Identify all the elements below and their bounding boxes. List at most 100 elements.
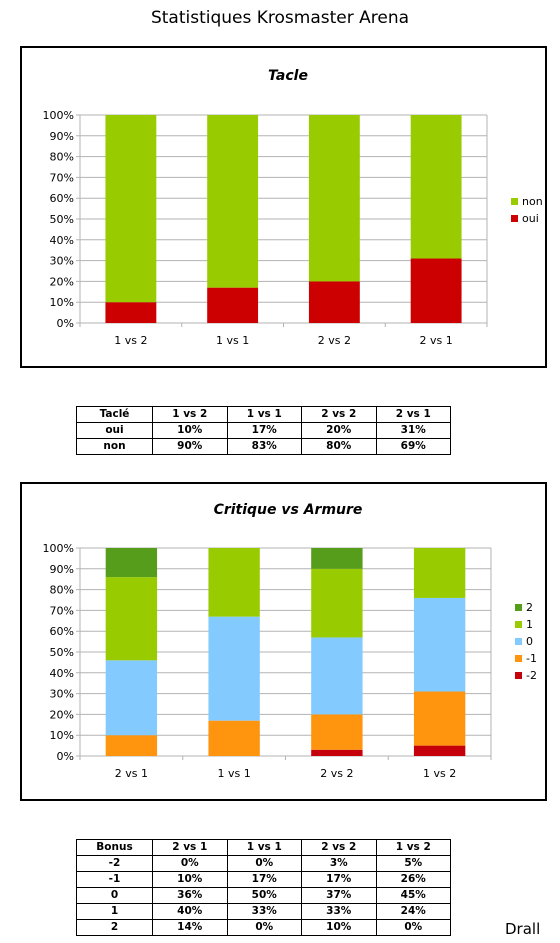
y-tick-label: 80% bbox=[50, 151, 74, 164]
table-cell: 0% bbox=[226, 919, 302, 936]
table-cell: 17% bbox=[226, 871, 302, 888]
bar-0-1vs2 bbox=[413, 597, 466, 692]
table-row: 2 14% 0% 10% 0% bbox=[76, 919, 451, 936]
table-header-cell: Taclé bbox=[76, 406, 153, 423]
bar-oui-2vs2 bbox=[308, 281, 360, 323]
bar-1-2vs2 bbox=[311, 568, 363, 638]
table-cell: oui bbox=[76, 422, 153, 439]
table-cell: 14% bbox=[152, 919, 228, 936]
table-header-cell: 2 vs 2 bbox=[301, 839, 377, 856]
x-tick-label: 1 vs 2 bbox=[114, 334, 147, 347]
y-tick-label: 90% bbox=[50, 130, 74, 143]
bar--2-2vs2 bbox=[311, 749, 363, 756]
bar-2-2vs1 bbox=[105, 548, 158, 578]
x-tick-label: 1 vs 1 bbox=[216, 334, 249, 347]
table-cell: 24% bbox=[375, 903, 451, 920]
table-cell: 80% bbox=[301, 438, 377, 455]
table-header-cell: 1 vs 2 bbox=[152, 406, 228, 423]
y-tick-label: 20% bbox=[50, 708, 74, 721]
legend-label: -2 bbox=[526, 669, 537, 682]
legend-label: -1 bbox=[526, 652, 537, 665]
table-cell: 50% bbox=[226, 887, 302, 904]
bar-non-1vs2 bbox=[105, 115, 157, 303]
table-cell: -2 bbox=[76, 855, 153, 872]
table-cell: 0% bbox=[375, 919, 451, 936]
table-cell: 1 bbox=[76, 903, 153, 920]
table-row: oui 10% 17% 20% 31% bbox=[76, 422, 451, 439]
table-cell: 26% bbox=[375, 871, 451, 888]
table-cell: 37% bbox=[301, 887, 377, 904]
table-row: non 90% 83% 80% 69% bbox=[76, 438, 451, 455]
table-cell: 3% bbox=[301, 855, 377, 872]
y-tick-label: 30% bbox=[50, 688, 74, 701]
table-header-cell: Bonus bbox=[76, 839, 153, 856]
y-tick-label: 30% bbox=[50, 255, 74, 268]
y-tick-label: 0% bbox=[57, 750, 74, 763]
x-tick-label: 2 vs 2 bbox=[320, 767, 353, 780]
bar--1-1vs1 bbox=[208, 720, 260, 756]
y-tick-label: 40% bbox=[50, 234, 74, 247]
y-tick-label: 100% bbox=[43, 542, 74, 555]
y-tick-label: 40% bbox=[50, 667, 74, 680]
page-title: Statistiques Krosmaster Arena bbox=[150, 8, 410, 28]
legend-swatch bbox=[515, 621, 522, 628]
y-tick-label: 90% bbox=[50, 563, 74, 576]
table-cell: 17% bbox=[226, 422, 302, 439]
bar--1-1vs2 bbox=[413, 691, 466, 746]
chart-tacle-svg: Tacle 0% 10% 20% 30% 40% 50% 60% 70% 80% 90% 100% 1 … bbox=[43, 68, 543, 347]
legend-swatch bbox=[511, 215, 518, 222]
table-cell: 10% bbox=[152, 871, 228, 888]
table-row: 0 36% 50% 37% 45% bbox=[76, 887, 451, 904]
bar-non-2vs2 bbox=[308, 115, 360, 282]
x-tick-label: 2 vs 1 bbox=[420, 334, 453, 347]
y-tick-label: 20% bbox=[50, 275, 74, 288]
y-tick-label: 60% bbox=[50, 192, 74, 205]
bar-1-1vs1 bbox=[208, 548, 260, 617]
table-cell: 45% bbox=[375, 887, 451, 904]
table-cell: 2 bbox=[76, 919, 153, 936]
signature: Drall bbox=[505, 920, 541, 938]
bar-1-1vs2 bbox=[413, 548, 466, 598]
legend-label: 1 bbox=[526, 618, 533, 631]
table-cell: 0% bbox=[226, 855, 302, 872]
legend-swatch bbox=[515, 655, 522, 662]
bar-non-2vs1 bbox=[410, 115, 462, 259]
chart-critique-svg: Critique vs Armure 0% 10% 20% 30% 40% 50% 60% 70… bbox=[43, 502, 537, 780]
table-row: -2 0% 0% 3% 5% bbox=[76, 855, 451, 872]
legend-label: 0 bbox=[526, 635, 533, 648]
x-tick-label: 1 vs 2 bbox=[423, 767, 456, 780]
bar-oui-1vs1 bbox=[207, 287, 259, 323]
table-cell: 5% bbox=[375, 855, 451, 872]
legend-label: 2 bbox=[526, 601, 533, 614]
table-cell: non bbox=[76, 438, 153, 455]
table-cell: 36% bbox=[152, 887, 228, 904]
bar-oui-2vs1 bbox=[410, 258, 462, 323]
legend-label: oui bbox=[522, 212, 539, 225]
chart-title: Tacle bbox=[268, 68, 308, 84]
bar-0-2vs2 bbox=[311, 637, 363, 715]
y-tick-label: 50% bbox=[50, 646, 74, 659]
table-cell: 17% bbox=[301, 871, 377, 888]
table-row: 1 40% 33% 33% 24% bbox=[76, 903, 451, 920]
bar-oui-1vs2 bbox=[105, 302, 157, 323]
bar--2-1vs2 bbox=[413, 745, 466, 756]
table-row: -1 10% 17% 17% 26% bbox=[76, 871, 451, 888]
legend-swatch bbox=[515, 672, 522, 679]
x-tick-label: 2 vs 2 bbox=[318, 334, 351, 347]
table-cell: 90% bbox=[152, 438, 228, 455]
bar-0-1vs1 bbox=[208, 616, 260, 721]
chart-critique-vs-armure: Critique vs Armure 0% 10% 20% 30% 40% 50% 60% 70… bbox=[20, 482, 547, 801]
bar-1-2vs1 bbox=[105, 577, 158, 661]
table-cell: 33% bbox=[301, 903, 377, 920]
y-tick-label: 10% bbox=[50, 729, 74, 742]
bar-0-2vs1 bbox=[105, 660, 158, 736]
table-cell: 33% bbox=[226, 903, 302, 920]
table-cell: 69% bbox=[375, 438, 451, 455]
table-cell: 40% bbox=[152, 903, 228, 920]
bar--1-2vs2 bbox=[311, 714, 363, 750]
x-tick-label: 1 vs 1 bbox=[218, 767, 251, 780]
